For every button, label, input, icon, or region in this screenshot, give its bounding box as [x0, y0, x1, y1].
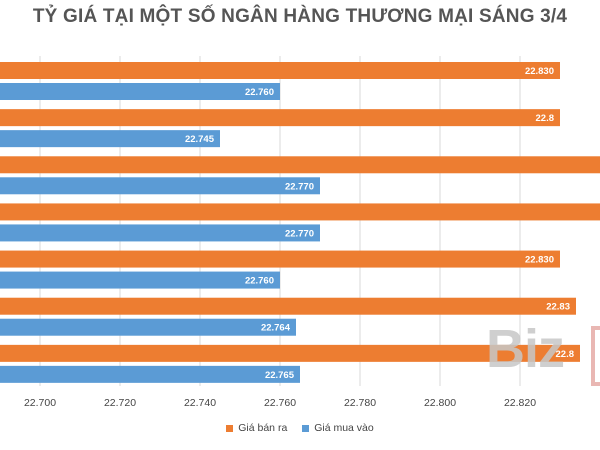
legend-item-buy: Giá mua vào — [302, 422, 374, 434]
chart-legend: Giá bán ra Giá mua vào — [0, 422, 600, 435]
bar-sell — [0, 297, 576, 315]
legend-item-sell: Giá bán ra — [226, 422, 287, 434]
bizlive-watermark: Biz — [486, 319, 565, 379]
legend-label-sell: Giá bán ra — [238, 422, 288, 434]
x-tick-label: 22.780 — [344, 397, 376, 409]
data-label-buy: 22.745 — [185, 134, 215, 145]
x-tick-label: 22.700 — [24, 397, 56, 409]
x-tick-label: 22.760 — [264, 397, 296, 409]
bar-buy — [0, 365, 300, 383]
data-label-sell: 22.8 — [536, 113, 555, 124]
bar-sell — [0, 109, 560, 127]
bar-sell — [0, 62, 560, 79]
data-label-buy: 22.770 — [285, 181, 314, 192]
bar-buy — [0, 271, 280, 289]
x-tick-label: 22.720 — [104, 397, 136, 409]
watermark-logo-box — [591, 326, 600, 386]
x-tick-label: 22.740 — [184, 397, 216, 409]
chart-title: TỶ GIÁ TẠI MỘT SỐ NGÂN HÀNG THƯƠNG MẠI S… — [32, 6, 568, 27]
bar-buy — [0, 130, 220, 148]
bar-buy — [0, 224, 320, 242]
data-label-sell: 22.830 — [525, 66, 554, 77]
bar-buy — [0, 318, 296, 336]
legend-swatch-sell — [226, 424, 234, 432]
data-label-buy: 22.760 — [245, 276, 274, 287]
x-tick-label: 22.800 — [424, 397, 456, 409]
bar-sell — [0, 203, 600, 221]
bar-sell — [0, 156, 600, 174]
data-label-buy: 22.760 — [245, 87, 274, 98]
data-label-sell: 22.830 — [525, 255, 554, 266]
x-tick-label: 22.820 — [504, 397, 536, 409]
bar-buy — [0, 83, 280, 100]
bar-sell — [0, 344, 580, 362]
data-label-buy: 22.764 — [261, 323, 291, 334]
bar-buy — [0, 177, 320, 195]
legend-swatch-buy — [302, 424, 310, 432]
bar-sell — [0, 250, 560, 268]
data-label-buy: 22.765 — [265, 370, 295, 381]
legend-label-buy: Giá mua vào — [314, 422, 374, 434]
data-label-sell: 22.8 — [556, 349, 575, 360]
data-label-buy: 22.770 — [285, 228, 314, 239]
data-label-sell: 22.83 — [546, 302, 570, 313]
